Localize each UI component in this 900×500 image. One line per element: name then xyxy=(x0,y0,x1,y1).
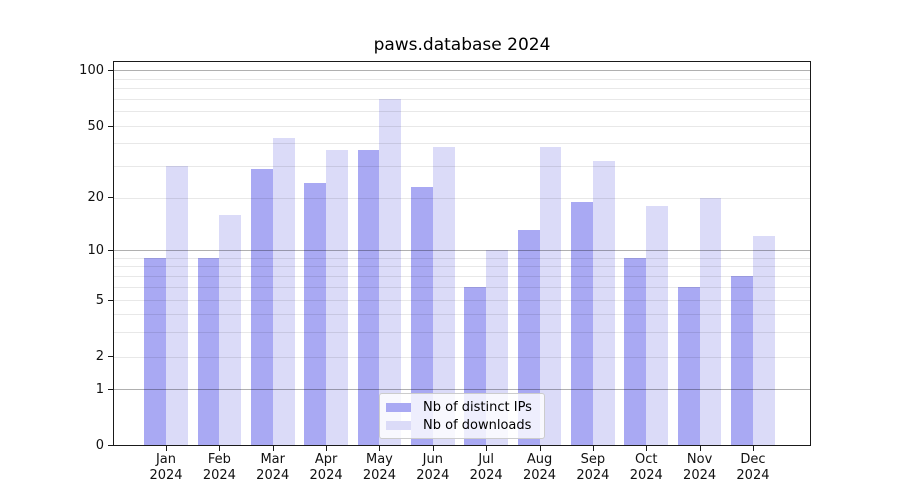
gridline-y-100 xyxy=(114,70,810,71)
bar-ips-aug xyxy=(517,230,540,445)
gridline-y-30 xyxy=(114,165,810,167)
legend-label: Nb of downloads xyxy=(423,417,532,433)
gridline-y-40 xyxy=(114,143,810,145)
x-tick-mark-sep xyxy=(592,446,594,451)
gridline-y-4 xyxy=(114,313,810,315)
x-tick-mark-nov xyxy=(699,446,701,451)
gridline-y-2 xyxy=(114,356,810,358)
bar-ips-apr xyxy=(304,183,327,445)
gridline-y-3 xyxy=(114,331,810,333)
x-tick-label-aug: Aug 2024 xyxy=(522,452,557,483)
x-tick-mark-feb xyxy=(219,446,221,451)
gridline-y-6 xyxy=(114,286,810,288)
y-tick-mark-5 xyxy=(108,299,113,301)
x-tick-label-sep: Sep 2024 xyxy=(576,452,610,483)
x-tick-label-dec: Dec 2024 xyxy=(736,452,770,483)
y-tick-label-0: 0 xyxy=(95,438,104,454)
x-tick-mark-mar xyxy=(272,446,274,451)
bar-downloads-nov xyxy=(699,197,722,445)
bar-downloads-jun xyxy=(432,147,455,445)
x-tick-label-feb: Feb 2024 xyxy=(202,452,236,483)
bar-ips-may xyxy=(357,149,380,445)
gridline-y-20 xyxy=(114,197,810,199)
x-tick-mark-aug xyxy=(539,446,541,451)
bar-downloads-sep xyxy=(592,160,615,445)
y-tick-label-100: 100 xyxy=(79,62,104,78)
x-tick-label-nov: Nov 2024 xyxy=(683,452,717,483)
x-tick-label-apr: Apr 2024 xyxy=(309,452,343,483)
gridline-y-8 xyxy=(114,266,810,268)
x-tick-mark-jan xyxy=(166,446,167,451)
y-tick-mark-1 xyxy=(108,388,113,390)
gridline-y-80 xyxy=(114,88,810,90)
bar-ips-dec xyxy=(731,275,753,445)
gridline-y-7 xyxy=(114,275,810,277)
legend: Nb of distinct IPs Nb of downloads xyxy=(379,393,545,439)
bar-downloads-jan xyxy=(166,165,188,445)
x-tick-mark-jul xyxy=(486,446,488,451)
y-tick-mark-50 xyxy=(108,125,113,127)
legend-swatch-ips-icon xyxy=(386,402,411,412)
gridline-y-9 xyxy=(114,257,810,259)
x-tick-label-may: May 2024 xyxy=(362,452,396,483)
gridline-y-90 xyxy=(114,78,810,80)
x-tick-mark-oct xyxy=(646,446,648,451)
x-tick-mark-apr xyxy=(326,446,328,451)
bar-ips-nov xyxy=(677,286,700,445)
y-tick-mark-10 xyxy=(108,249,113,251)
y-tick-label-50: 50 xyxy=(87,118,104,134)
gridline-y-50 xyxy=(114,126,810,127)
y-tick-mark-100 xyxy=(108,69,113,71)
bar-downloads-apr xyxy=(326,149,348,445)
y-tick-mark-20 xyxy=(108,197,113,199)
y-tick-label-2: 2 xyxy=(95,349,104,365)
y-tick-mark-2 xyxy=(108,356,113,358)
y-tick-label-10: 10 xyxy=(87,242,104,258)
x-tick-label-mar: Mar 2024 xyxy=(256,452,290,483)
legend-item-distinct-ips: Nb of distinct IPs xyxy=(380,398,544,416)
legend-item-downloads: Nb of downloads xyxy=(380,416,544,434)
x-tick-mark-jun xyxy=(432,446,434,451)
bar-downloads-feb xyxy=(219,214,242,445)
bar-ips-mar xyxy=(250,168,273,445)
x-tick-mark-may xyxy=(379,446,381,451)
legend-label: Nb of distinct IPs xyxy=(423,399,532,415)
bar-ips-sep xyxy=(571,201,593,445)
bar-downloads-oct xyxy=(646,205,669,445)
bar-downloads-mar xyxy=(272,137,295,445)
bar-ips-feb xyxy=(197,257,220,445)
x-tick-label-jun: Jun 2024 xyxy=(416,452,450,483)
bar-downloads-may xyxy=(379,98,402,445)
chart-title: paws.database 2024 xyxy=(373,35,551,55)
y-tick-label-20: 20 xyxy=(87,190,104,206)
bar-ips-oct xyxy=(624,257,647,445)
x-tick-mark-dec xyxy=(752,446,754,451)
y-tick-label-5: 5 xyxy=(95,292,104,308)
gridline-y-60 xyxy=(114,111,810,113)
gridline-y-70 xyxy=(114,98,810,100)
x-tick-label-oct: Oct 2024 xyxy=(629,452,663,483)
bar-ips-jun xyxy=(411,186,433,445)
gridline-y-1 xyxy=(114,389,810,390)
legend-swatch-downloads-icon xyxy=(386,420,411,430)
x-tick-label-jan: Jan 2024 xyxy=(149,452,183,483)
plot-area xyxy=(113,61,811,446)
gridline-y-5 xyxy=(114,300,810,301)
bar-downloads-dec xyxy=(752,236,775,445)
x-tick-label-jul: Jul 2024 xyxy=(469,452,503,483)
gridline-y-10 xyxy=(114,250,810,252)
bar-ips-jan xyxy=(144,257,166,445)
bar-downloads-aug xyxy=(539,147,562,445)
y-tick-label-1: 1 xyxy=(95,381,104,397)
y-tick-mark-0 xyxy=(108,445,113,447)
